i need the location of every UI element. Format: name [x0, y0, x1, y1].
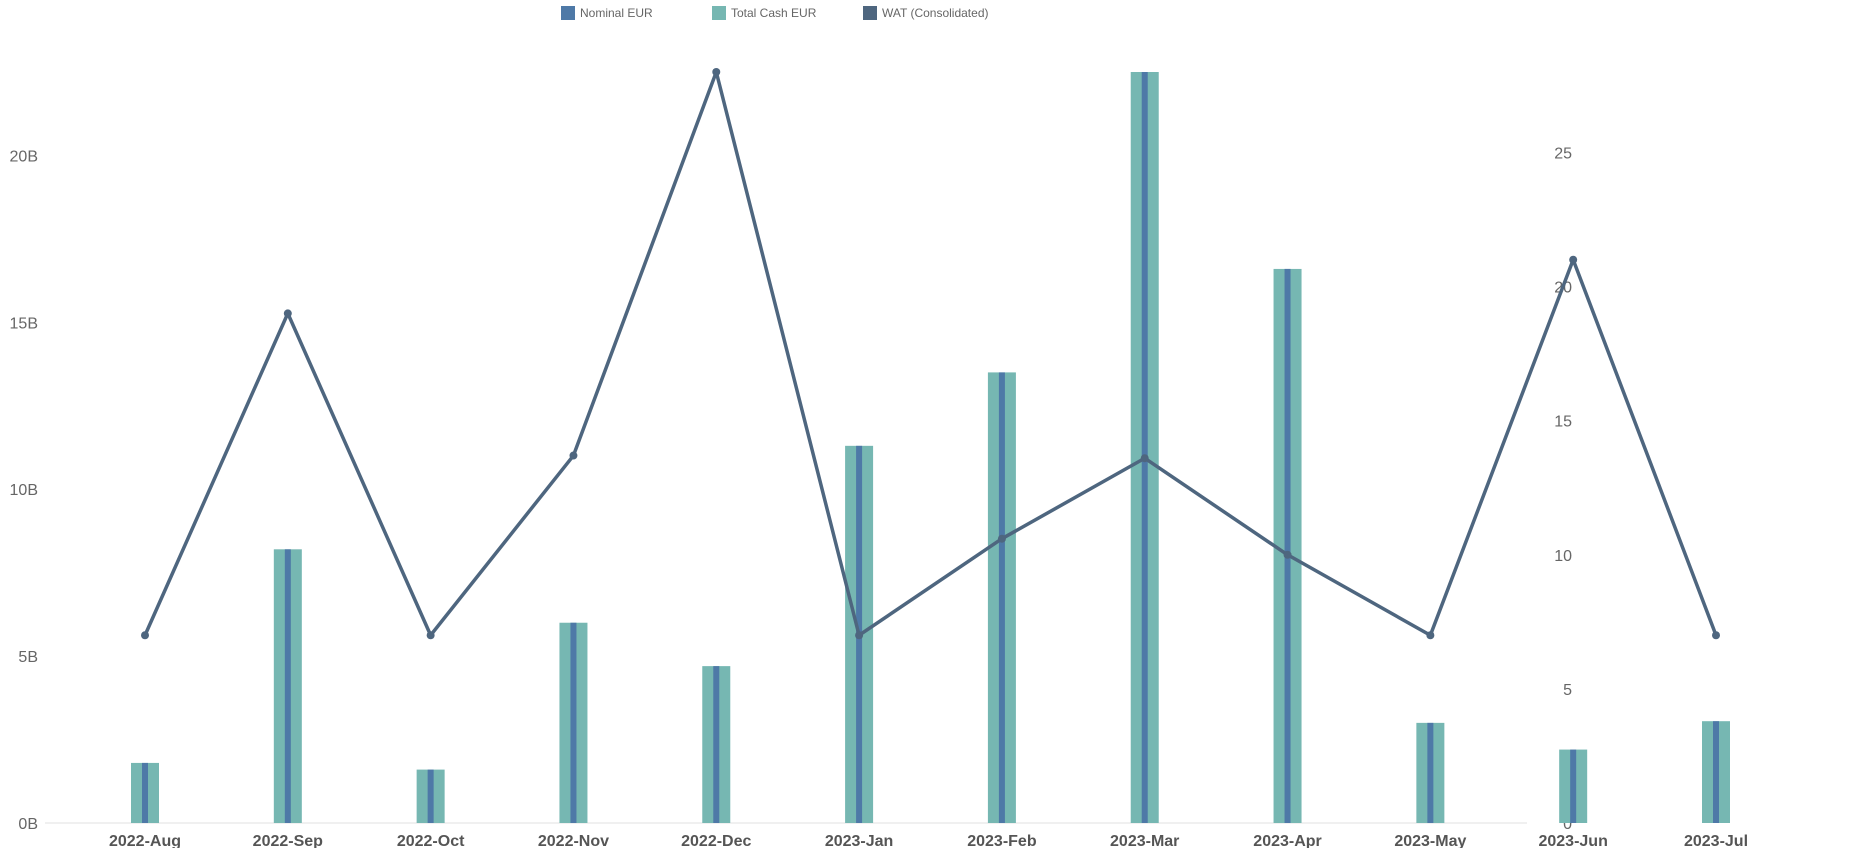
legend-item-nominal-eur[interactable]: Nominal EUR — [561, 6, 653, 20]
wat-point[interactable] — [1140, 454, 1149, 463]
bar-nominal[interactable] — [427, 769, 434, 823]
right-tick-label: 15 — [1554, 414, 1572, 431]
legend: Nominal EUR Total Cash EUR WAT (Consolid… — [0, 6, 1849, 26]
x-axis: 2022-Aug 2022-Sep 2022-Oct 2022-Nov 2022-Dec… — [109, 833, 1748, 850]
bar-nominal[interactable] — [1284, 268, 1291, 823]
right-tick-label: 25 — [1554, 145, 1572, 162]
x-tick-label: 2022-Aug — [109, 833, 181, 848]
x-tick-label: 2023-Apr — [1253, 833, 1321, 848]
bar-nominal[interactable] — [284, 549, 291, 823]
x-tick-label: 2023-May — [1394, 833, 1466, 848]
wat-point[interactable] — [569, 451, 578, 460]
bar-nominal[interactable] — [713, 666, 720, 823]
wat-point[interactable] — [1426, 631, 1435, 640]
wat-line — [143, 70, 1718, 637]
left-tick-label: 15B — [10, 315, 38, 332]
left-axis: 0B 5B 10B 15B 20B — [10, 148, 38, 833]
wat-point[interactable] — [426, 631, 435, 640]
total-cash-bars — [131, 72, 1730, 823]
nominal-bars — [142, 72, 1719, 823]
bar-nominal[interactable] — [142, 762, 148, 823]
x-tick-label: 2022-Nov — [538, 833, 609, 848]
wat-point[interactable] — [1712, 631, 1720, 640]
wat-line-layer — [141, 68, 1720, 640]
wat-point[interactable] — [283, 309, 292, 318]
legend-label-wat-consolidated: WAT (Consolidated) — [882, 6, 989, 20]
x-tick-label: 2023-Jun — [1538, 833, 1607, 848]
bar-nominal[interactable] — [570, 622, 577, 823]
bar-nominal[interactable] — [1713, 721, 1719, 823]
legend-item-wat-consolidated[interactable]: WAT (Consolidated) — [863, 6, 988, 20]
wat-point[interactable] — [141, 631, 149, 640]
bar-nominal[interactable] — [1427, 722, 1434, 823]
right-tick-label: 5 — [1563, 682, 1572, 699]
left-tick-label: 10B — [10, 482, 38, 499]
x-tick-label: 2023-Mar — [1110, 833, 1179, 848]
left-tick-label: 20B — [10, 148, 38, 165]
legend-item-total-cash-eur[interactable]: Total Cash EUR — [712, 6, 816, 20]
legend-swatch-wat-consolidated — [863, 6, 877, 20]
left-tick-label: 0B — [18, 816, 38, 833]
x-tick-label: 2023-Jan — [825, 833, 894, 848]
wat-point[interactable] — [997, 534, 1006, 543]
left-tick-label: 5B — [18, 649, 38, 666]
x-tick-label: 2022-Sep — [253, 833, 323, 848]
x-tick-label: 2023-Feb — [967, 833, 1037, 848]
wat-point[interactable] — [855, 631, 864, 640]
x-tick-label: 2022-Dec — [681, 833, 751, 848]
right-tick-label: 0 — [1563, 816, 1572, 833]
bar-nominal[interactable] — [1570, 749, 1577, 823]
x-tick-label: 2022-Oct — [397, 833, 465, 848]
right-tick-label: 10 — [1554, 548, 1572, 565]
legend-label-nominal-eur: Nominal EUR — [580, 6, 653, 20]
wat-point[interactable] — [1569, 255, 1578, 264]
legend-label-total-cash-eur: Total Cash EUR — [731, 6, 817, 20]
bar-nominal[interactable] — [1141, 72, 1148, 823]
wat-point[interactable] — [1283, 550, 1292, 559]
wat-point[interactable] — [712, 68, 721, 76]
x-tick-label: 2023-Jul — [1684, 833, 1748, 848]
legend-swatch-nominal-eur — [561, 6, 575, 20]
legend-swatch-total-cash-eur — [712, 6, 726, 20]
bar-nominal[interactable] — [998, 372, 1005, 823]
